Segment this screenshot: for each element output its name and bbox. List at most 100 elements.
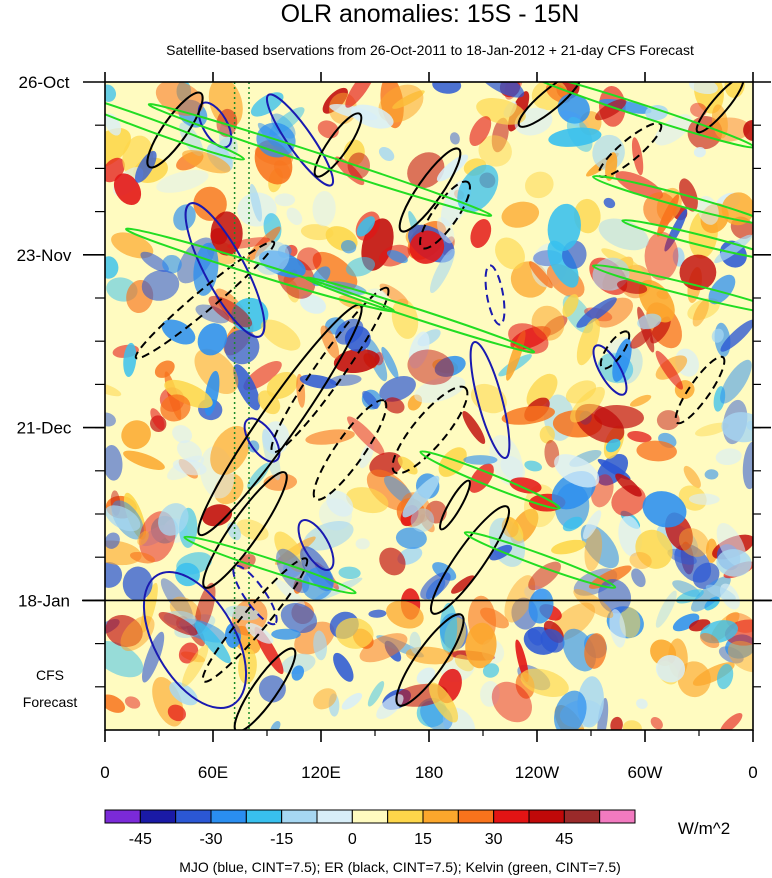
- anomaly-patch: [345, 82, 376, 108]
- anomaly-patch: [716, 549, 752, 577]
- anomaly-patch: [105, 84, 117, 102]
- anomaly-patch: [386, 600, 424, 629]
- anomaly-patch: [347, 416, 385, 455]
- anomaly-patch: [720, 319, 753, 352]
- anomaly-patch: [386, 250, 408, 264]
- anomaly-patch: [528, 561, 562, 591]
- kelvin-contour: [463, 531, 617, 589]
- anomaly-patch: [172, 425, 193, 444]
- anomaly-patch: [615, 171, 664, 200]
- anomaly-patch: [333, 652, 354, 682]
- er-contour: [439, 479, 471, 531]
- anomaly-patch: [582, 510, 602, 540]
- anomaly-patch: [210, 425, 250, 476]
- anomaly-patch: [612, 338, 632, 382]
- anomaly-patch: [566, 116, 593, 152]
- kelvin-contour: [621, 219, 753, 261]
- colorbar-tick-label: 45: [555, 831, 573, 848]
- anomaly-patch: [679, 254, 717, 291]
- er-contour: [134, 240, 276, 360]
- anomaly-patch: [338, 566, 361, 580]
- anomaly-patch: [528, 261, 553, 289]
- anomaly-patch: [429, 248, 455, 293]
- anomaly-patch: [286, 207, 303, 226]
- anomaly-patch: [381, 346, 399, 379]
- colorbar-tick-label: 15: [414, 831, 432, 848]
- anomaly-patch: [164, 379, 213, 409]
- anomaly-patch: [683, 465, 701, 489]
- anomaly-patch: [362, 390, 379, 409]
- anomaly-patch: [711, 328, 724, 343]
- anomaly-patch: [655, 654, 686, 683]
- anomaly-patch: [449, 132, 460, 145]
- x-tick-label: 180: [415, 763, 443, 782]
- anomaly-patch: [699, 632, 720, 649]
- colorbar-swatch: [175, 809, 212, 824]
- anomaly-patch: [547, 240, 579, 288]
- anomaly-patch: [262, 428, 281, 481]
- anomaly-patch: [260, 319, 301, 351]
- anomaly-patch: [695, 422, 729, 437]
- kelvin-contour: [592, 174, 753, 226]
- anomaly-patch: [629, 552, 652, 569]
- colorbar-swatch: [599, 809, 636, 824]
- anomaly-patch: [622, 720, 642, 730]
- er-contour: [313, 112, 363, 178]
- anomaly-patch: [299, 294, 327, 314]
- anomaly-patch: [105, 382, 122, 397]
- anomaly-patch: [594, 98, 627, 121]
- anomaly-patch: [270, 720, 281, 730]
- anomaly-patch: [197, 323, 228, 356]
- anomaly-patch: [124, 696, 141, 709]
- anomaly-patch: [224, 329, 260, 365]
- anomaly-patch: [645, 105, 669, 121]
- kelvin-contour: [304, 276, 536, 354]
- anomaly-patch: [195, 304, 230, 324]
- colorbar-tick-label: 30: [485, 831, 503, 848]
- anomaly-patch: [508, 323, 549, 354]
- anomaly-patch: [105, 562, 123, 588]
- chart-title: OLR anomalies: 15S - 15N: [281, 0, 580, 28]
- contour-legend-footnote: MJO (blue, CINT=7.5); ER (black, CINT=7.…: [179, 859, 621, 875]
- x-tick-label: 0: [748, 763, 757, 782]
- colorbar-swatch: [387, 809, 424, 824]
- anomaly-patch: [642, 491, 687, 528]
- anomaly-patch: [160, 394, 191, 422]
- anomaly-patch: [208, 82, 243, 128]
- forecast-label-line2: Forecast: [23, 694, 78, 710]
- anomaly-patch: [105, 505, 141, 532]
- anomaly-patch: [482, 663, 500, 678]
- er-contour: [312, 399, 388, 501]
- mjo-contour: [142, 571, 248, 709]
- anomaly-patch: [451, 575, 475, 594]
- anomaly-patch: [495, 237, 525, 270]
- anomaly-patch: [727, 640, 753, 673]
- anomaly-patch: [105, 256, 119, 279]
- anomaly-patch: [468, 463, 494, 493]
- anomaly-patch: [615, 473, 642, 497]
- anomaly-patch: [409, 631, 422, 655]
- anomaly-patch: [305, 429, 355, 445]
- er-contour: [391, 385, 469, 475]
- colorbar-swatch: [528, 809, 565, 824]
- anomaly-patch: [605, 438, 621, 453]
- anomaly-patch: [247, 462, 270, 489]
- anomaly-patch: [655, 350, 683, 390]
- anomaly-patch: [570, 386, 605, 423]
- anomaly-patch: [299, 374, 338, 389]
- anomaly-patch: [716, 663, 734, 690]
- anomaly-patch: [391, 298, 419, 339]
- anomaly-patch: [428, 682, 459, 723]
- anomaly-patch: [355, 538, 370, 550]
- anomaly-patch: [635, 529, 673, 569]
- anomaly-patch: [194, 621, 231, 664]
- anomaly-patch: [489, 544, 513, 561]
- anomaly-patch: [312, 191, 336, 227]
- anomaly-patch: [656, 410, 680, 431]
- colorbar-swatch: [210, 809, 247, 824]
- anomaly-patch: [416, 667, 436, 685]
- anomaly-patch: [420, 572, 451, 600]
- mjo-contour: [265, 93, 335, 187]
- kelvin-contour: [524, 82, 753, 149]
- anomaly-patch: [313, 630, 327, 661]
